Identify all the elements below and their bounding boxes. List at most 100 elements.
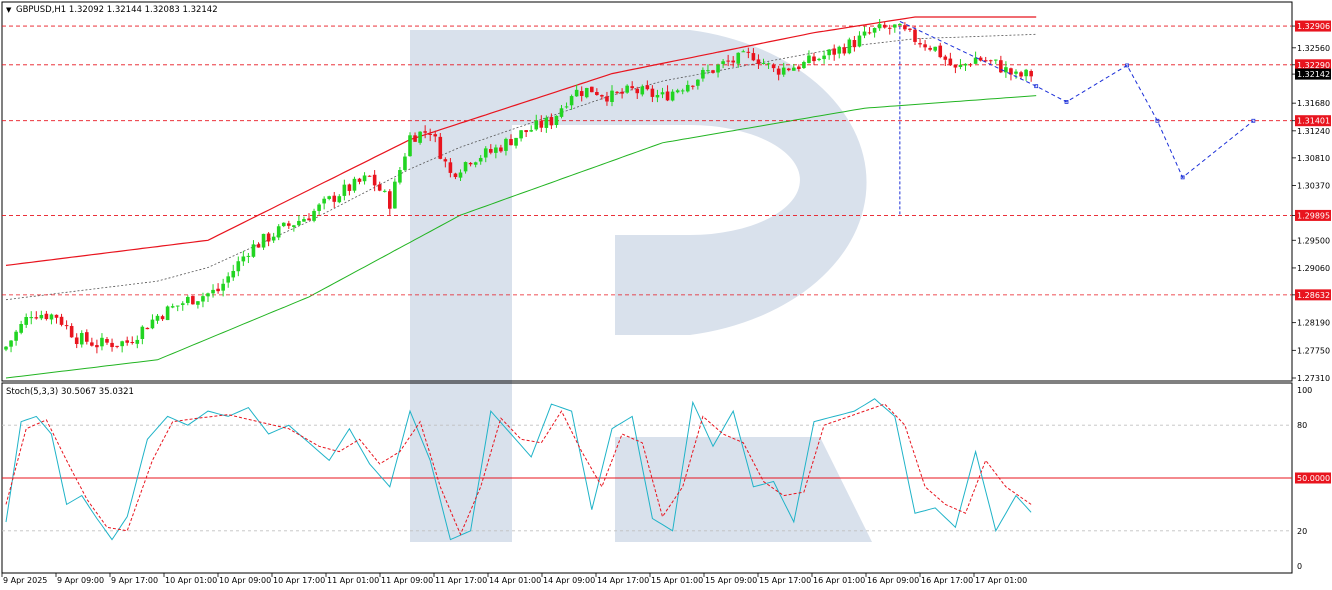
price-level-badge [1295,115,1331,127]
bear-candle [413,135,417,142]
bull-candle [352,178,357,191]
bear-candle [590,86,594,93]
bear-candle [988,60,993,62]
bear-candle [635,88,640,94]
time-tick-label: 10 Apr 01:00 [165,576,217,585]
time-tick-label: 17 Apr 01:00 [975,576,1027,585]
bear-candle [832,48,836,55]
bear-candle [746,51,751,53]
forecast-point [1251,118,1256,123]
bull-candle [382,190,387,192]
bull-candle [504,138,508,151]
bull-candle [792,67,796,71]
bull-candle [302,219,306,222]
bull-candle [120,341,124,347]
price-tick-label: 1.31240 [1297,127,1330,136]
bull-candle [24,317,28,325]
time-tick-label: 10 Apr 17:00 [273,576,325,585]
bull-candle [1024,69,1028,77]
price-tick-label: 1.28190 [1297,319,1330,328]
bear-candle [105,339,109,343]
bull-candle [281,222,286,227]
bear-candle [266,233,271,242]
bull-candle [559,108,564,117]
upper-band-line [5,16,1037,266]
bull-candle [862,31,867,36]
stoch-tick-label: 20 [1297,527,1307,536]
bear-candle [953,64,958,68]
time-tick-label: 10 Apr 09:00 [219,576,271,585]
bear-candle [256,244,261,248]
time-tick-label: 11 Apr 09:00 [381,576,433,585]
bear-candle [756,59,761,64]
dropdown-triangle-icon[interactable]: ▼ [6,6,12,14]
stoch-info: Stoch(5,3,3) 30.5067 35.0321 [6,387,134,397]
bear-candle [95,345,99,348]
bull-candle [478,157,483,162]
bear-candle [1019,72,1023,77]
bear-candle [216,288,220,292]
forecast-path [899,20,1256,216]
price-level-badge [1295,59,1331,71]
bull-candle [201,296,205,302]
bear-candle [372,174,377,186]
bull-candle [736,52,741,64]
bull-candle [175,305,180,307]
bull-candle [4,346,8,350]
bull-candle [696,79,700,86]
symbol-info: GBPUSD,H1 1.32092 1.32144 1.32083 1.3214… [16,5,218,15]
bull-candle [463,162,468,172]
bear-candle [388,191,392,209]
bull-candle [1014,71,1018,74]
bull-candle [155,315,160,321]
bear-candle [812,56,816,62]
bear-candle [711,70,715,73]
bull-candle [847,39,852,54]
bear-candle [423,131,427,133]
bull-candle [655,94,660,98]
stoch-main-line [5,398,1032,541]
bull-candle [251,244,256,257]
bull-candle [973,57,978,64]
price-level-label: 1.29895 [1297,211,1330,220]
bear-candle [771,64,776,69]
bull-candle [680,90,685,92]
bear-candle [499,147,503,152]
bear-candle [605,96,609,102]
price-tick-label: 1.30370 [1297,182,1330,191]
bear-candle [913,29,917,42]
price-tick-label: 1.31680 [1297,99,1330,108]
time-tick-label: 9 Apr 09:00 [57,576,104,585]
bear-candle [539,120,544,128]
bull-candle [569,96,574,106]
bull-candle [140,326,145,339]
bull-candle [544,117,549,128]
price-level-badge [1295,209,1331,221]
bull-candle [807,55,811,64]
bear-candle [726,60,730,62]
stoch-axis: 100 80 50.0000 20 0 [1295,386,1331,571]
time-tick-label: 14 Apr 09:00 [543,576,595,585]
stoch-tick-label: 80 [1297,421,1307,430]
bull-candle [206,293,210,297]
bear-candle [600,95,604,97]
bull-candle [342,184,347,196]
bear-candle [160,316,165,320]
bear-candle [776,68,781,75]
bull-candle [933,46,937,51]
bull-candle [418,131,422,143]
bull-candle [721,61,725,64]
bull-candle [14,331,18,341]
forecast-point [1064,100,1069,104]
time-tick-label: 14 Apr 17:00 [597,576,649,585]
bull-candle [893,24,897,28]
bollinger-bands [5,16,1037,379]
bull-candle [231,270,236,278]
bull-candle [186,297,190,303]
bull-candle [716,64,720,73]
time-tick-label: 9 Apr 2025 [3,576,47,585]
bear-candle [524,130,528,133]
bull-candle [741,51,746,53]
bull-candle [994,59,998,61]
bull-candle [221,283,225,291]
